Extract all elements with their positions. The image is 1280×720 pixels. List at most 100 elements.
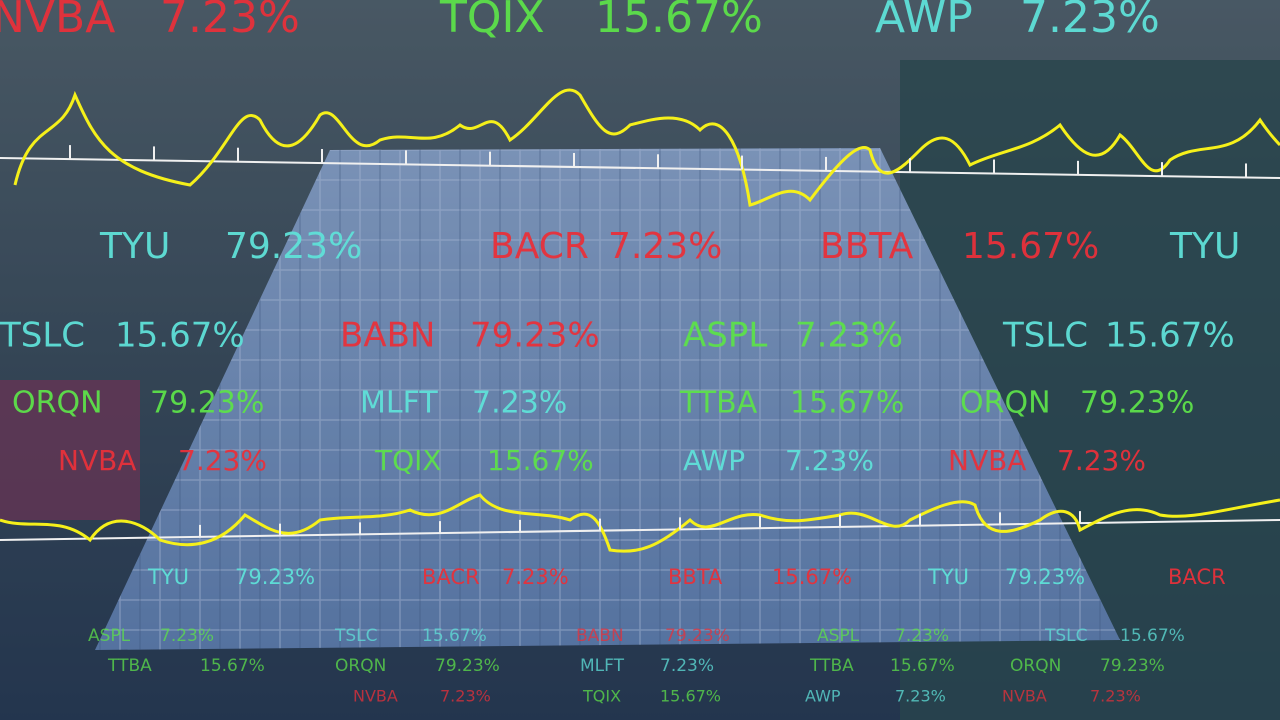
trend-top <box>0 88 1280 207</box>
ticker-change: 15.67% <box>422 626 487 646</box>
ticker-symbol: AWP <box>875 0 973 43</box>
ticker-change: 7.23% <box>160 0 300 43</box>
ticker-change: 7.23% <box>1090 687 1141 706</box>
ticker-change: 15.67% <box>487 444 594 477</box>
ticker-item: AWP 7.23% <box>805 687 946 706</box>
ticker-symbol: NVBA <box>353 687 398 706</box>
ticker-symbol: MLFT <box>580 656 625 676</box>
ticker-symbol: BBTA <box>820 226 914 267</box>
ticker-change: 79.23% <box>225 226 362 267</box>
baseline <box>0 519 1280 541</box>
ticker-change: 7.23% <box>660 656 714 676</box>
ticker-item: TTBA 15.67% <box>809 656 955 676</box>
trend-line <box>13 88 1280 207</box>
ticker-item: AWP 7.23% <box>683 444 874 477</box>
ticker-symbol: NVBA <box>1002 687 1047 706</box>
ticker-item: ORQN 79.23% <box>1010 656 1165 676</box>
ticker-item: TQIX 15.67% <box>439 0 763 43</box>
ticker-symbol: TQIX <box>374 444 442 477</box>
ticker-change: 15.67% <box>595 0 763 43</box>
ticker-symbol: BBTA <box>668 565 723 589</box>
trend-line <box>0 493 1280 553</box>
ticker-item: TYU 79.23% <box>99 226 362 267</box>
ticker-change: 79.23% <box>1100 656 1165 676</box>
ticker-item: TSLC 15.67% <box>1044 626 1185 646</box>
ticker-change: 7.23% <box>502 565 569 589</box>
ticker-item: ORQN 79.23% <box>335 656 500 676</box>
ticker-symbol: BACR <box>490 226 589 267</box>
ticker-change: 7.23% <box>178 444 267 477</box>
ticker-item: NVBA 7.23% <box>0 0 300 43</box>
ticker-symbol: BABN <box>576 626 624 646</box>
ticker-symbol: ORQN <box>12 386 103 421</box>
ticker-item: TYU <box>1169 226 1240 267</box>
ticker-change: 7.23% <box>895 687 946 706</box>
ticker-symbol: BACR <box>422 565 480 589</box>
ticker-item: ASPL 7.23% <box>88 626 214 646</box>
ticker-change: 7.23% <box>1057 444 1146 477</box>
ticker-item: ORQN 79.23% <box>12 386 264 421</box>
ticker-symbol: BACR <box>1168 565 1226 589</box>
ticker-item: TTBA 15.67% <box>679 386 904 421</box>
ticker-symbol: ORQN <box>960 386 1051 421</box>
ticker-change: 79.23% <box>435 656 500 676</box>
ticker-item: TQIX 15.67% <box>374 444 594 477</box>
ticker-change: 15.67% <box>772 565 852 589</box>
ticker-item: ASPL 7.23% <box>817 626 949 646</box>
ticker-symbol: TSLC <box>334 626 378 646</box>
ticker-symbol: AWP <box>805 687 841 706</box>
ticker-item: ASPL 7.23% <box>683 316 903 356</box>
ticker-change: 7.23% <box>785 444 874 477</box>
ticker-symbol: NVBA <box>948 444 1026 477</box>
ticker-change: 79.23% <box>1005 565 1085 589</box>
ticker-item: TSLC 15.67% <box>1002 316 1235 356</box>
ticker-item: BACR 7.23% <box>490 226 722 267</box>
ticker-symbol: TTBA <box>107 656 152 676</box>
ticker-symbol: TQIX <box>582 687 621 706</box>
ticker-symbol: BABN <box>340 316 435 356</box>
ticker-change: 79.23% <box>470 316 600 356</box>
ticker-symbol: ORQN <box>335 656 386 676</box>
ticker-item: TSLC 15.67% <box>334 626 487 646</box>
ticker-change: 7.23% <box>1020 0 1160 43</box>
ticker-item: NVBA 7.23% <box>1002 687 1141 706</box>
ticker-item: AWP 7.23% <box>875 0 1160 43</box>
greenhouse-panes <box>95 148 1120 650</box>
ticker-change: 79.23% <box>150 386 264 421</box>
ticker-item: MLFT 7.23% <box>580 656 714 676</box>
ticker-item: BACR <box>1168 565 1226 589</box>
ticker-item: NVBA 7.23% <box>948 444 1146 477</box>
ticker-symbol: TSLC <box>0 316 85 356</box>
ticker-symbol: ASPL <box>817 626 860 646</box>
ticker-symbol: TYU <box>1169 226 1240 267</box>
ticker-item: BBTA 15.67% <box>820 226 1099 267</box>
ticker-change: 15.67% <box>115 316 245 356</box>
ticker-item: TSLC 15.67% <box>0 316 245 356</box>
ticker-change: 15.67% <box>962 226 1099 267</box>
ticker-symbol: AWP <box>683 444 745 477</box>
ticker-symbol: NVBA <box>0 0 115 43</box>
ticker-item: TYU 79.23% <box>927 565 1085 589</box>
ticker-item: ORQN 79.23% <box>960 386 1194 421</box>
roof <box>0 380 140 520</box>
ticker-item: TTBA 15.67% <box>107 656 265 676</box>
ticker-change: 79.23% <box>1080 386 1194 421</box>
ticker-change: 7.23% <box>895 626 949 646</box>
ticker-change: 7.23% <box>795 316 903 356</box>
trend-bottom <box>0 493 1280 553</box>
ticker-change: 15.67% <box>1120 626 1185 646</box>
ticker-item: NVBA 7.23% <box>58 444 267 477</box>
ticker-symbol: TYU <box>99 226 170 267</box>
tickers: NVBA 7.23% TQIX 15.67% AWP 7.23% TYU 79.23% BACR… <box>0 0 1240 706</box>
ticker-change: 15.67% <box>890 656 955 676</box>
ticker-symbol: TTBA <box>809 656 854 676</box>
ticker-item: BABN 79.23% <box>340 316 600 356</box>
ticker-change: 15.67% <box>1105 316 1235 356</box>
ticker-item: BACR 7.23% <box>422 565 569 589</box>
ticker-item: BBTA 15.67% <box>668 565 852 589</box>
ticker-symbol: ORQN <box>1010 656 1061 676</box>
ticker-change: 7.23% <box>608 226 722 267</box>
ticker-item: BABN 79.23% <box>576 626 730 646</box>
